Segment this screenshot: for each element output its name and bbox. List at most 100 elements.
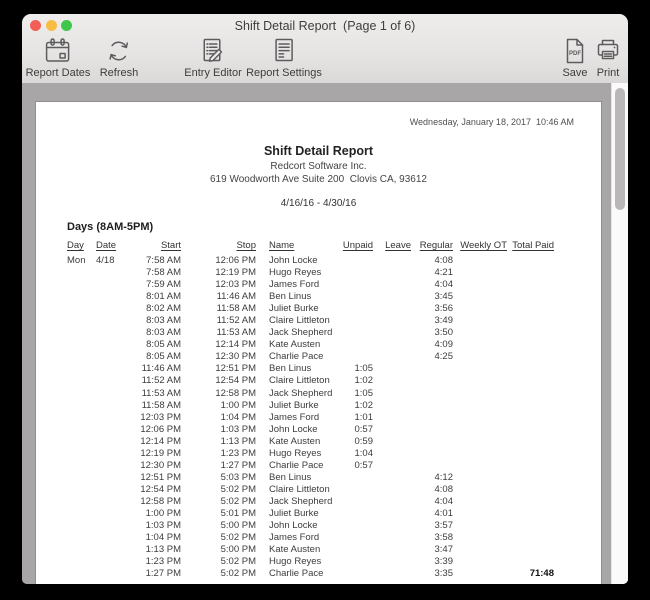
table-row: 12:58 PM 5:02 PM Jack Shepherd 4:04 [36, 496, 601, 508]
cell-stop: 5:02 PM [220, 568, 256, 580]
table-row: 8:03 AM 11:53 AM Jack Shepherd 3:50 [36, 327, 601, 339]
cell-name: John Locke [269, 423, 318, 435]
report-settings-button[interactable]: Report Settings [246, 36, 322, 79]
cell-leave [373, 472, 411, 484]
vertical-scrollbar[interactable] [611, 83, 628, 584]
report-company: Redcort Software Inc. [270, 161, 367, 172]
cell-total-paid [507, 496, 554, 508]
cell-name: Jack Shepherd [269, 495, 333, 507]
cell-weekly-ot [453, 532, 507, 544]
report-dates-button[interactable]: Report Dates [25, 36, 91, 79]
cell-leave [373, 388, 411, 400]
cell-day [67, 291, 96, 303]
cell-date [96, 388, 128, 400]
cell-unpaid: 0:59 [354, 435, 374, 447]
cell-stop: 5:00 PM [220, 520, 256, 532]
table-row: 12:06 PM 1:03 PM John Locke 0:57 [36, 424, 601, 436]
cell-date [96, 412, 128, 424]
cell-regular: 3:47 [434, 544, 454, 556]
cell-leave [373, 484, 411, 496]
cell-leave [373, 279, 411, 291]
cell-weekly-ot [453, 496, 507, 508]
cell-name: James Ford [269, 532, 320, 544]
cell-date [96, 556, 128, 568]
cell-day [67, 472, 96, 484]
cell-stop: 5:02 PM [220, 556, 256, 568]
cell-weekly-ot [453, 484, 507, 496]
cell-date [96, 339, 128, 351]
cell-start: 12:06 PM [140, 423, 181, 435]
save-button[interactable]: PDF Save [560, 36, 590, 79]
cell-stop: 1:03 PM [220, 423, 256, 435]
cell-start: 7:59 AM [146, 279, 181, 291]
cell-leave [373, 556, 411, 568]
cell-start: 8:03 AM [146, 327, 181, 339]
cell-leave [373, 448, 411, 460]
cell-leave [373, 532, 411, 544]
window-title: Shift Detail Report (Page 1 of 6) [234, 19, 416, 33]
zoom-button[interactable] [61, 20, 72, 31]
table-row: 7:58 AM 12:19 PM Hugo Reyes 4:21 [36, 267, 601, 279]
report-page: Wednesday, January 18, 2017 10:46 AM Shi… [35, 101, 602, 584]
entry-editor-label: Entry Editor [184, 67, 242, 79]
cell-weekly-ot [453, 339, 507, 351]
cell-date [96, 568, 128, 580]
cell-regular [411, 400, 453, 412]
cell-name: Hugo Reyes [269, 556, 322, 568]
report-date-range: 4/16/16 - 4/30/16 [280, 198, 357, 209]
cell-day [67, 375, 96, 387]
cell-weekly-ot [453, 400, 507, 412]
cell-start: 12:51 PM [140, 471, 181, 483]
cell-day [67, 363, 96, 375]
cell-leave [373, 460, 411, 472]
table-row: 7:59 AM 12:03 PM James Ford 4:04 [36, 279, 601, 291]
cell-unpaid [338, 472, 373, 484]
report-title: Shift Detail Report [263, 144, 374, 158]
table-row: 8:05 AM 12:30 PM Charlie Pace 4:25 [36, 351, 601, 363]
cell-leave [373, 267, 411, 279]
cell-start: 7:58 AM [146, 267, 181, 279]
entry-editor-button[interactable]: Entry Editor [184, 36, 242, 79]
cell-name: John Locke [269, 520, 318, 532]
cell-name: Ben Linus [269, 471, 312, 483]
cell-stop: 1:04 PM [220, 411, 256, 423]
cell-weekly-ot [453, 327, 507, 339]
col-header-total-paid: Total Paid [512, 240, 554, 251]
cell-day [67, 544, 96, 556]
cell-start: 1:03 PM [145, 520, 181, 532]
cell-date [96, 351, 128, 363]
cell-leave [373, 436, 411, 448]
refresh-icon [104, 36, 134, 66]
print-button[interactable]: Print [593, 36, 623, 79]
cell-unpaid [338, 496, 373, 508]
scrollbar-thumb[interactable] [614, 88, 625, 210]
cell-unpaid [338, 315, 373, 327]
cell-day [67, 424, 96, 436]
close-button[interactable] [30, 20, 41, 31]
pdf-badge: PDF [569, 51, 581, 57]
report-settings-icon [269, 36, 299, 66]
report-table: Day Date Start Stop Name Unpaid Leave Regular We… [36, 239, 601, 580]
report-dates-label: Report Dates [25, 67, 91, 79]
cell-day: Mon [67, 255, 86, 266]
col-header-stop: Stop [236, 240, 256, 251]
cell-stop: 5:01 PM [220, 507, 256, 519]
cell-total-paid [507, 375, 554, 387]
cell-total-paid [507, 472, 554, 484]
cell-day [67, 315, 96, 327]
col-header-regular: Regular [419, 240, 453, 251]
table-row: 11:52 AM 12:54 PM Claire Littleton 1:02 [36, 375, 601, 387]
report-generated-timestamp: Wednesday, January 18, 2017 10:46 AM [409, 117, 574, 127]
cell-leave [373, 315, 411, 327]
cell-regular [411, 363, 453, 375]
cell-stop: 11:46 AM [216, 291, 256, 303]
cell-regular: 4:21 [434, 267, 454, 279]
printer-icon [593, 36, 623, 66]
pdf-file-icon: PDF [560, 36, 590, 66]
cell-day [67, 484, 96, 496]
refresh-button[interactable]: Refresh [100, 36, 138, 79]
minimize-button[interactable] [45, 20, 57, 31]
cell-date [96, 544, 128, 556]
cell-unpaid: 1:02 [354, 399, 374, 411]
cell-total-paid [507, 291, 554, 303]
